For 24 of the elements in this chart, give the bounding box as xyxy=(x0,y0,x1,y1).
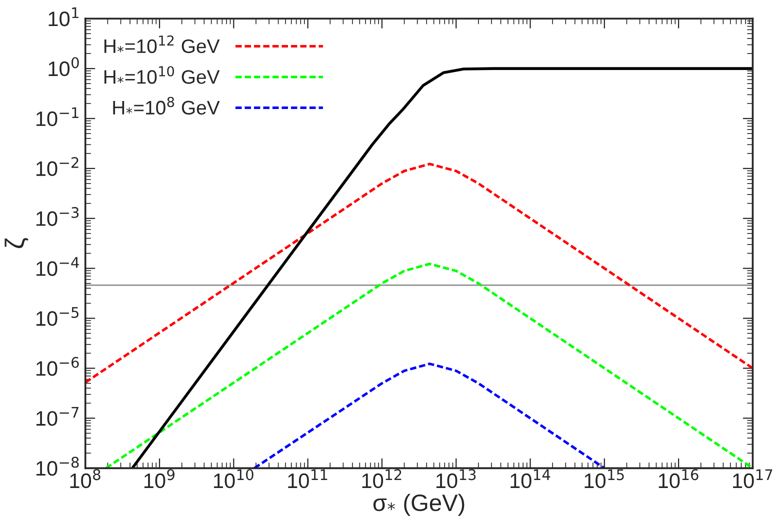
y-tick-label: 10$^{−7}$ xyxy=(36,407,78,426)
y-tick-label: 10$^{−3}$ xyxy=(36,207,79,226)
x-tick-label: 10$^{14}$ xyxy=(510,469,550,488)
x-tick-label: 10$^{11}$ xyxy=(288,469,328,488)
x-tick-label: 10$^{10}$ xyxy=(214,469,254,488)
x-tick-label: 10$^{17}$ xyxy=(733,469,772,488)
x-tick-label: 10$^{12}$ xyxy=(362,469,402,488)
y-tick-label: 10$^{0}$ xyxy=(48,57,79,76)
x-tick-label: 10$^{9}$ xyxy=(144,469,174,488)
x-tick-label: 10$^{13}$ xyxy=(436,469,476,488)
legend-label: H$_{*}$=10$^{12}$ GeV xyxy=(104,35,220,54)
y-axis-title: ζ xyxy=(4,238,28,248)
x-tick-label: 10$^{8}$ xyxy=(70,469,100,488)
x-tick-label: 10$^{15}$ xyxy=(584,469,624,488)
y-tick-label: 10$^{−1}$ xyxy=(36,107,78,126)
x-tick-label: 10$^{16}$ xyxy=(658,469,698,488)
y-tick-label: 10$^{−2}$ xyxy=(36,157,78,176)
y-tick-label: 10$^{−5}$ xyxy=(36,307,78,326)
y-tick-label: 10$^{−4}$ xyxy=(36,257,79,276)
legend-label: H$_{*}$=10$^{8}$ GeV xyxy=(113,96,220,115)
legend-label: H$_{*}$=10$^{10}$ GeV xyxy=(104,66,220,84)
x-axis-title: σ$_{*}$ (GeV) xyxy=(373,494,464,516)
y-tick-label: 10$^{−6}$ xyxy=(36,356,79,376)
y-tick-label: 10$^{1}$ xyxy=(48,7,78,26)
